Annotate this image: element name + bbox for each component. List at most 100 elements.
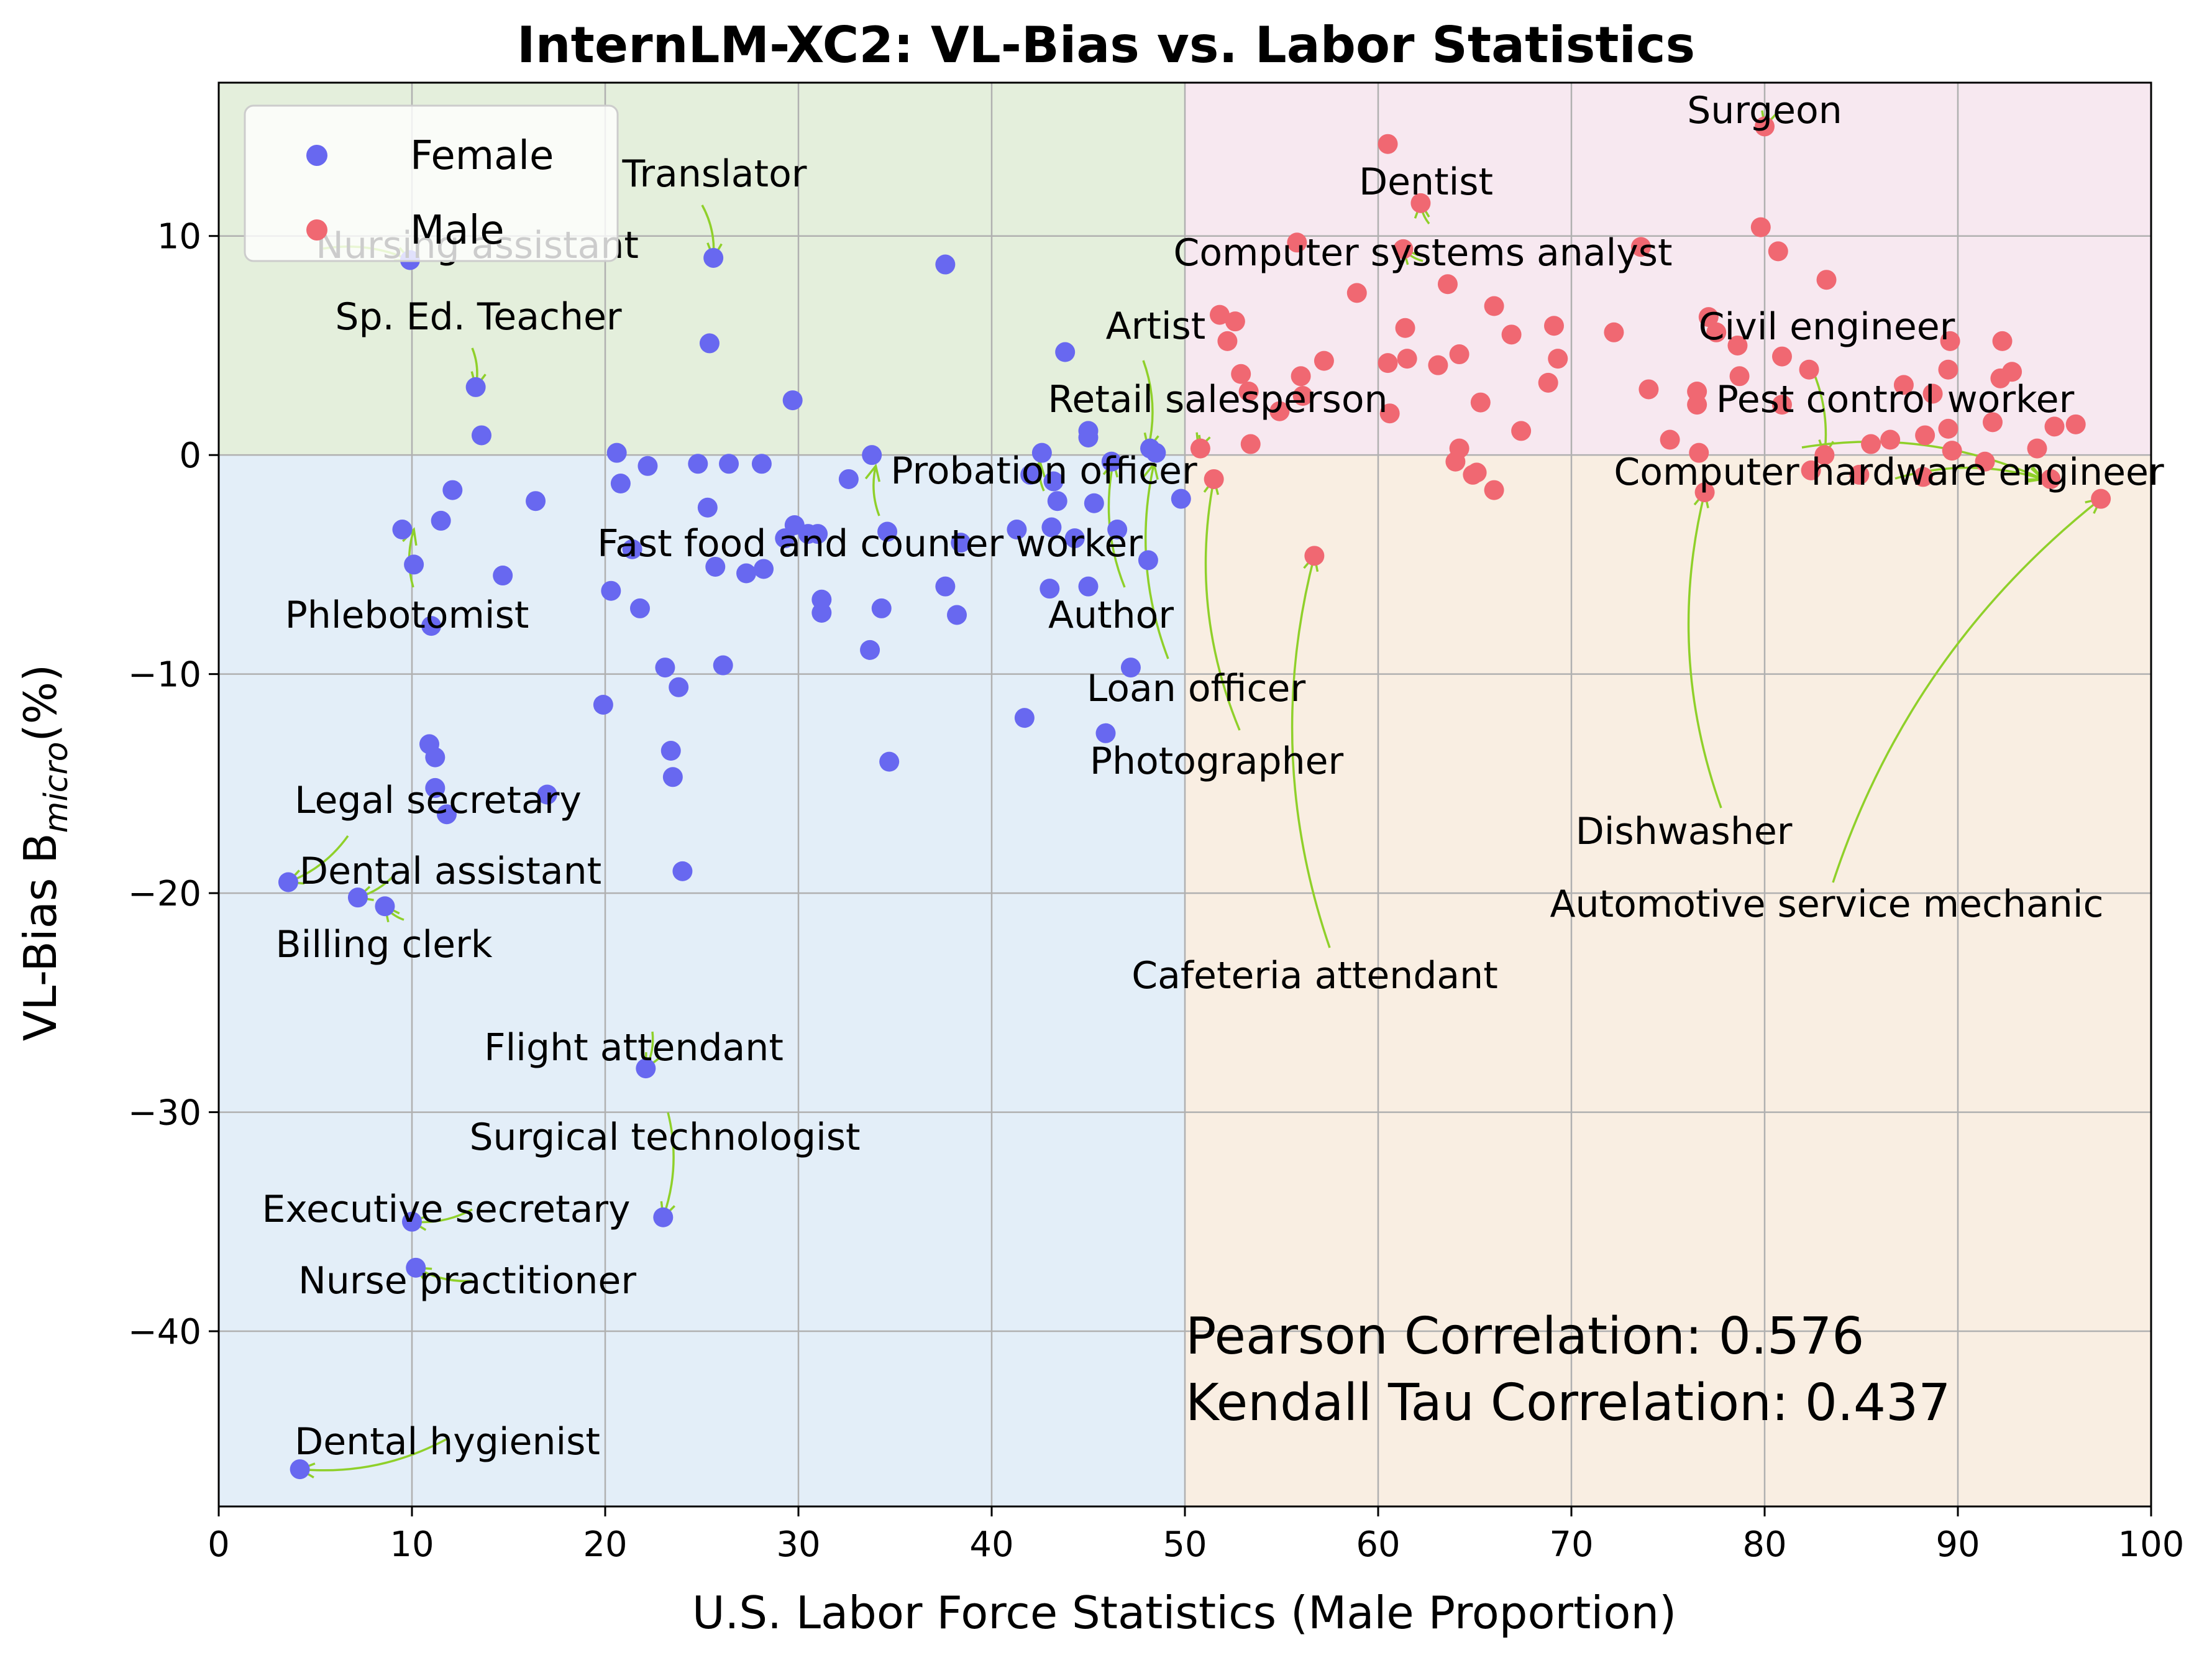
data-point-male <box>1694 482 1715 503</box>
data-point-female <box>638 456 658 476</box>
data-point-female <box>808 524 828 544</box>
data-point-female <box>705 556 726 577</box>
y-tick-label: −10 <box>128 655 201 695</box>
data-point-female <box>1101 451 1122 472</box>
data-point-female <box>622 539 642 559</box>
legend-label-female: Female <box>410 133 554 179</box>
data-point-male <box>2044 416 2065 437</box>
legend-marker-female <box>306 145 327 166</box>
data-point-female <box>655 658 675 678</box>
data-point-male <box>1727 335 1748 355</box>
data-point-male <box>1484 480 1504 500</box>
data-point-male <box>1379 403 1400 424</box>
data-point-female <box>935 254 956 275</box>
data-point-female <box>877 521 898 542</box>
data-point-male <box>1698 307 1719 328</box>
data-point-male <box>1397 349 1417 369</box>
data-point-male <box>1706 322 1727 342</box>
data-point-female <box>629 598 650 618</box>
data-point-female <box>347 887 368 908</box>
data-point-female <box>719 454 739 474</box>
data-point-female <box>425 777 446 798</box>
data-point-male <box>1755 116 1775 137</box>
data-point-female <box>713 655 733 676</box>
data-point-female <box>1084 493 1104 513</box>
data-point-male <box>1428 355 1448 375</box>
annotation-label: Dental hygienist <box>295 1420 600 1464</box>
annotation-label: Phlebotomist <box>285 594 529 637</box>
data-point-male <box>2091 488 2111 509</box>
data-point-female <box>1043 471 1064 492</box>
data-point-female <box>660 741 681 761</box>
data-point-male <box>1378 353 1398 374</box>
data-point-male <box>1231 364 1251 384</box>
data-point-male <box>1638 379 1659 400</box>
data-point-male <box>1544 316 1565 336</box>
data-point-female <box>811 602 832 623</box>
annotation-label: Artist <box>1106 305 1206 348</box>
data-point-male <box>1689 442 1709 463</box>
data-point-female <box>697 497 718 518</box>
data-point-female <box>1031 442 1052 463</box>
data-point-female <box>1146 442 1166 463</box>
data-point-male <box>1209 305 1230 325</box>
data-point-male <box>1729 366 1750 387</box>
data-point-male <box>1238 381 1259 401</box>
annotation-arrow <box>1291 555 1331 948</box>
data-point-female <box>404 554 424 575</box>
data-point-female <box>290 1459 310 1480</box>
annotation-label: Retail salesperson <box>1048 378 1387 421</box>
pearson-correlation-text: Pearson Correlation: 0.576 <box>1186 1307 1864 1366</box>
annotation-label: Dentist <box>1359 160 1493 204</box>
annotation-arrow-head <box>864 463 880 482</box>
data-point-female <box>653 1207 674 1227</box>
data-point-male <box>1992 331 2013 351</box>
data-point-male <box>1768 241 1788 262</box>
annotation-label: Flight attendant <box>484 1026 784 1070</box>
data-point-male <box>1449 344 1469 365</box>
annotation-label: Nurse practitioner <box>298 1259 636 1303</box>
data-point-female <box>493 566 513 586</box>
x-tick-label: 40 <box>969 1524 1013 1565</box>
data-point-female <box>1107 520 1128 540</box>
data-point-female <box>606 442 627 463</box>
data-point-female <box>754 559 774 579</box>
data-point-female <box>1078 427 1099 447</box>
annotation-label: Author <box>1048 594 1174 637</box>
data-point-female <box>421 616 442 636</box>
annotation-label: Executive secretary <box>262 1188 630 1231</box>
data-point-female <box>1020 464 1041 485</box>
data-point-male <box>2027 438 2047 459</box>
annotation-arrow <box>1687 492 1722 809</box>
data-point-male <box>1687 381 1707 401</box>
data-point-female <box>669 677 689 697</box>
data-point-female <box>1064 528 1085 549</box>
annotation-label: Pest control worker <box>1716 378 2075 421</box>
data-point-male <box>1292 386 1313 406</box>
data-point-male <box>1437 274 1458 295</box>
data-point-male <box>1660 429 1680 450</box>
x-tick-label: 70 <box>1549 1524 1593 1565</box>
x-tick-label: 20 <box>583 1524 627 1565</box>
data-point-male <box>1314 351 1334 371</box>
annotation-arrow <box>1204 479 1241 731</box>
data-point-male <box>1771 346 1792 367</box>
annotation-arrow <box>1832 498 2102 883</box>
data-point-female <box>703 247 724 268</box>
x-tick-label: 0 <box>208 1524 230 1565</box>
y-axis-label-sub: micro <box>38 741 75 833</box>
data-point-male <box>1190 438 1210 459</box>
x-axis-label: U.S. Labor Force Statistics (Male Propor… <box>692 1587 1676 1639</box>
data-point-male <box>1470 392 1491 413</box>
chart-title: InternLM-XC2: VL-Bias vs. Labor Statisti… <box>517 16 1695 74</box>
data-point-male <box>1913 467 1934 487</box>
data-point-male <box>1538 372 1558 393</box>
annotation-label: Dishwasher <box>1576 810 1793 853</box>
x-tick-label: 100 <box>2118 1524 2185 1565</box>
x-tick-label: 90 <box>1936 1524 1980 1565</box>
data-point-female <box>436 804 457 825</box>
data-point-female <box>537 784 557 805</box>
y-axis-label-main: VL-Bias B <box>14 833 66 1041</box>
data-point-female <box>879 751 900 772</box>
